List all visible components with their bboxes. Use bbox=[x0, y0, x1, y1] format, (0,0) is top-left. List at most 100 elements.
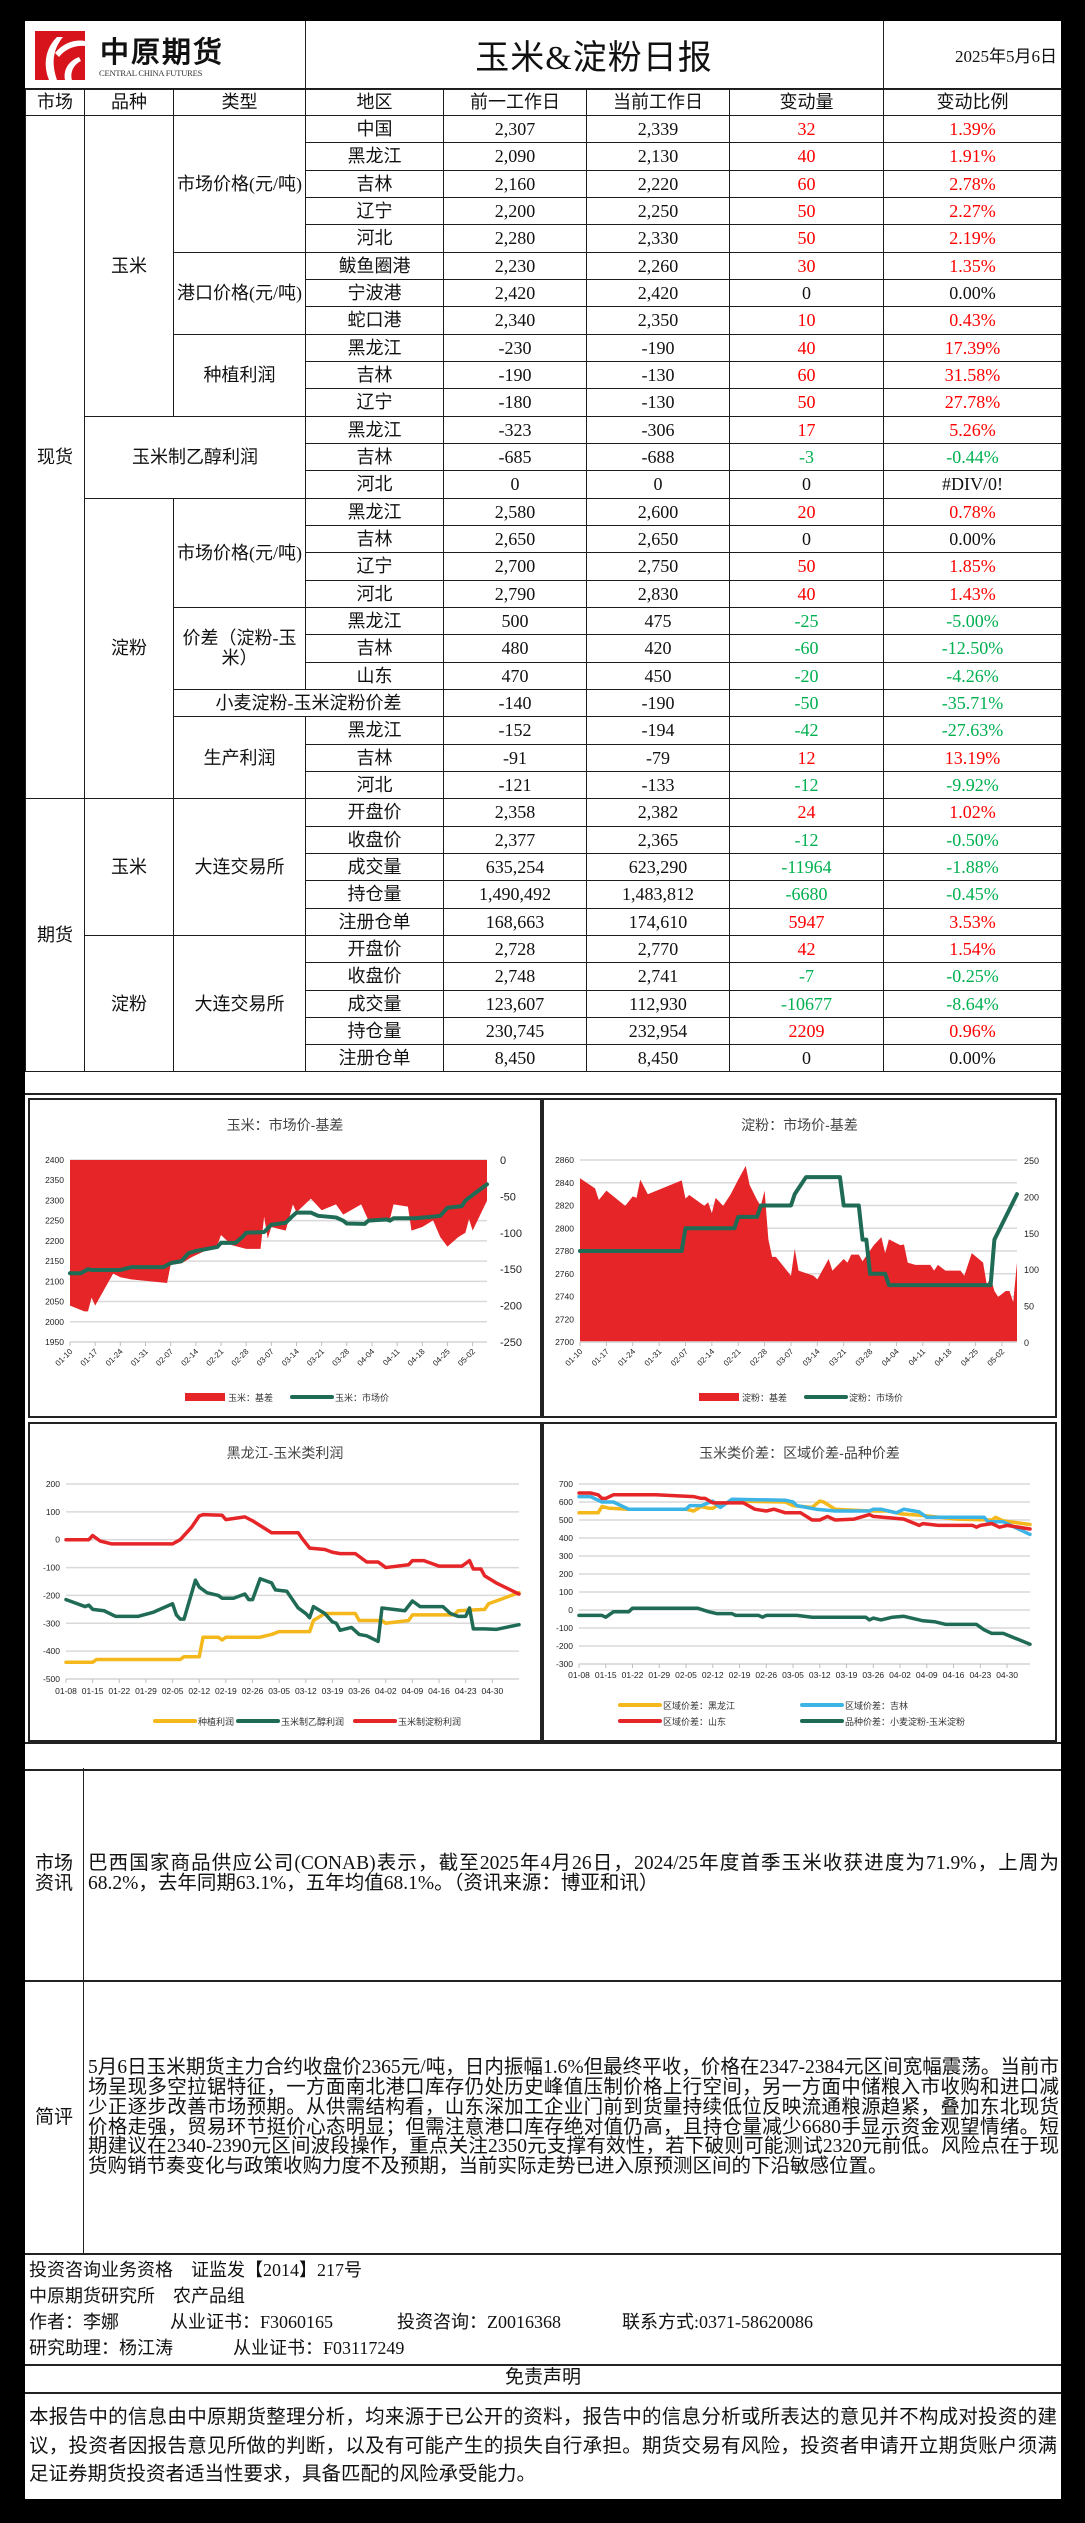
y-axis-tick-label: 600 bbox=[559, 1497, 573, 1507]
line-series bbox=[577, 1606, 1032, 1646]
y-axis-tick-label: 700 bbox=[559, 1479, 573, 1489]
previous-value: 500 bbox=[443, 606, 587, 636]
region-cell: 河北 bbox=[305, 770, 444, 800]
previous-value: -190 bbox=[443, 360, 587, 390]
previous-value: 123,607 bbox=[443, 989, 587, 1018]
x-axis-tick-label: 04-23 bbox=[455, 1686, 477, 1696]
table-row: 河北 -121 -133 -12 -9.92% bbox=[26, 770, 1062, 800]
legend-label: 区域价差：山东 bbox=[663, 1716, 726, 1727]
header-change-pct: 变动比例 bbox=[883, 88, 1062, 116]
right-axis-tick-label: 50 bbox=[1024, 1302, 1034, 1312]
chart-corn-price-basis: 玉米：市场价-基差 1950 2000 2050 2100 2150 2200 2250 230… bbox=[28, 1098, 542, 1418]
variety-cell: 玉米 bbox=[84, 115, 174, 417]
region-cell: 吉林 bbox=[305, 169, 444, 198]
x-axis-tick-label: 02-28 bbox=[230, 1347, 251, 1368]
y-axis-tick-label: 2150 bbox=[45, 1256, 64, 1266]
y-axis-tick-label: -100 bbox=[43, 1563, 60, 1573]
previous-value: 2,728 bbox=[443, 934, 587, 964]
change-pct-value: 2.27% bbox=[883, 196, 1062, 226]
table-header-row: 市场 品种 类型 地区 前一工作日 当前工作日 变动量 变动比例 bbox=[25, 88, 1062, 116]
x-axis-tick-label: 02-21 bbox=[722, 1347, 743, 1368]
x-axis-tick-label: 04-04 bbox=[880, 1347, 901, 1368]
change-value: 40 bbox=[729, 333, 884, 362]
x-axis-tick-label: 05-02 bbox=[986, 1347, 1007, 1368]
previous-value: 2,580 bbox=[443, 497, 587, 526]
change-pct-value: 2.78% bbox=[883, 169, 1062, 198]
region-cell: 辽宁 bbox=[305, 196, 444, 226]
change-pct-value: 1.43% bbox=[883, 579, 1062, 608]
previous-value: 2,090 bbox=[443, 142, 587, 171]
legend-label: 玉米：市场价 bbox=[335, 1392, 389, 1403]
logo-english-text: CENTRAL CHINA FUTURES bbox=[99, 68, 203, 78]
table-row: 现货 玉米 市场价格(元/吨) 中国 2,307 2,339 32 1.39% bbox=[25, 114, 1062, 800]
table-row: 蛇口港 2,340 2,350 10 0.43% bbox=[26, 306, 1062, 335]
header-variety: 品种 bbox=[84, 88, 174, 116]
spacer-row bbox=[25, 1073, 1061, 1095]
y-axis-tick-label: -400 bbox=[43, 1646, 60, 1656]
right-axis-tick-label: 100 bbox=[1024, 1265, 1039, 1275]
previous-value: 470 bbox=[443, 661, 587, 690]
type-cell: 市场价格(元/吨) bbox=[173, 497, 306, 608]
change-value: -6680 bbox=[729, 880, 884, 909]
chart-title: 淀粉：市场价-基差 bbox=[741, 1117, 858, 1133]
y-axis-tick-label: 2200 bbox=[45, 1236, 64, 1246]
legend-label: 品种价差：小麦淀粉-玉米淀粉 bbox=[845, 1716, 965, 1727]
y-axis-tick-label: 200 bbox=[46, 1479, 60, 1489]
current-value: 2,330 bbox=[586, 224, 730, 253]
change-pct-value: -0.44% bbox=[883, 442, 1062, 472]
change-value: -42 bbox=[729, 716, 884, 745]
y-axis-tick-label: 500 bbox=[559, 1515, 573, 1525]
x-axis-tick-label: 03-12 bbox=[809, 1670, 831, 1680]
current-value: 112,930 bbox=[586, 989, 730, 1018]
current-value: -194 bbox=[586, 716, 730, 745]
table-row: 山东 470 450 -20 -4.26% bbox=[26, 661, 1062, 690]
assistant-name: 研究助理：杨江涛 bbox=[29, 2338, 173, 2358]
table-body: 现货 玉米 市场价格(元/吨) 中国 2,307 2,339 32 1.39% 黑龙江 2,090… bbox=[25, 114, 1062, 1073]
current-value: 450 bbox=[586, 661, 730, 690]
table-row: 价差（淀粉-玉米） 黑龙江 500 475 -25 -5.00% bbox=[26, 606, 1062, 690]
change-value: -20 bbox=[729, 661, 884, 690]
price-table: 市场 品种 类型 地区 前一工作日 当前工作日 变动量 变动比例 现货 玉米 市场价… bbox=[25, 88, 1062, 1073]
x-axis-tick-label: 02-14 bbox=[695, 1347, 716, 1368]
change-pct-value: 5.26% bbox=[883, 415, 1062, 444]
current-value: 2,420 bbox=[586, 278, 730, 308]
x-axis-tick-label: 01-08 bbox=[55, 1686, 77, 1696]
type-cell: 小麦淀粉-玉米淀粉价差 bbox=[173, 688, 444, 718]
table-row: 收盘价 2,377 2,365 -12 -0.50% bbox=[26, 825, 1062, 854]
x-axis-tick-label: 04-25 bbox=[431, 1347, 452, 1368]
change-pct-value: -4.26% bbox=[883, 661, 1062, 690]
type-cell: 生产利润 bbox=[173, 716, 306, 800]
previous-value: 2,280 bbox=[443, 224, 587, 253]
y-axis-tick-label: 2860 bbox=[555, 1155, 574, 1165]
table-row: 黑龙江 2,090 2,130 40 1.91% bbox=[26, 142, 1062, 171]
table-row: 吉林 480 420 -60 -12.50% bbox=[26, 634, 1062, 663]
type-cell: 市场价格(元/吨) bbox=[173, 115, 306, 253]
chart-svg: 玉米：市场价-基差 1950 2000 2050 2100 2150 2200 2250 230… bbox=[45, 1117, 522, 1403]
region-cell: 鲅鱼圈港 bbox=[305, 251, 444, 280]
x-axis-tick-label: 04-11 bbox=[907, 1347, 928, 1368]
commentary-section: 简评 5月6日玉米期货主力合约收盘价2365元/吨，日内振幅1.6%但最终平收，… bbox=[25, 1982, 1061, 2255]
change-value: 0 bbox=[729, 470, 884, 499]
legend-swatch-area bbox=[699, 1393, 739, 1401]
table-row: 期货 玉米 大连交易所 开盘价 2,358 2,382 24 1.02% bbox=[25, 798, 1062, 1073]
disclaimer-title: 免责声明 bbox=[25, 2364, 1061, 2394]
table-row: 注册仓单 8,450 8,450 0 0.00% bbox=[26, 1044, 1062, 1073]
table-row: 淀粉 大连交易所 开盘价 2,728 2,770 42 1.54% bbox=[26, 934, 1062, 1073]
chart-starch-price-basis: 淀粉：市场价-基差 2700 2720 2740 2760 2780 2800 2820 284… bbox=[542, 1098, 1057, 1418]
previous-value: 2,230 bbox=[443, 251, 587, 280]
y-axis-tick-label: 0 bbox=[568, 1605, 573, 1615]
change-value: -12 bbox=[729, 825, 884, 854]
line-series bbox=[64, 1512, 521, 1596]
region-cell: 河北 bbox=[305, 579, 444, 608]
region-cell: 黑龙江 bbox=[305, 497, 444, 526]
change-value: 0 bbox=[729, 278, 884, 308]
current-value: 2,770 bbox=[586, 934, 730, 964]
commentary-paragraph: 5月6日玉米期货主力合约收盘价2365元/吨，日内振幅1.6%但最终平收，价格在… bbox=[88, 2057, 1059, 2178]
x-axis-tick-label: 01-08 bbox=[568, 1670, 590, 1680]
x-axis-tick-label: 02-05 bbox=[162, 1686, 184, 1696]
x-axis-tick-label: 04-02 bbox=[889, 1670, 911, 1680]
table-row: 小麦淀粉-玉米淀粉价差 -140 -190 -50 -35.71% bbox=[26, 688, 1062, 718]
y-axis-tick-label: 1950 bbox=[45, 1337, 64, 1347]
right-axis-tick-label: 0 bbox=[1024, 1338, 1029, 1348]
right-axis-tick-label: 150 bbox=[1024, 1229, 1039, 1239]
